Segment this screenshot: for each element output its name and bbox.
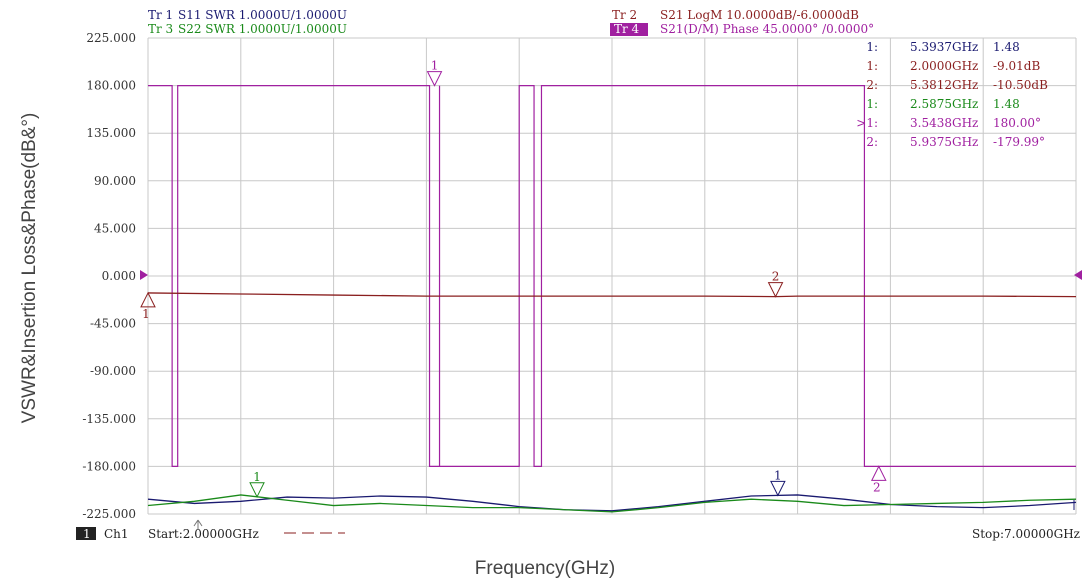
marker-table: 1: 5.3937GHz 1.48 1: 2.0000GHz -9.01dB 2: 5.381… xyxy=(856,40,1048,149)
ref-level-right-arrow xyxy=(1074,270,1082,280)
y-tick-label: -225.000 xyxy=(82,507,136,521)
y-tick-label: -135.000 xyxy=(82,412,136,426)
marker-table-id: 2: xyxy=(866,135,878,149)
marker-table-value: -179.99° xyxy=(993,135,1045,149)
y-axis-title: VSWR&Insertion Loss&Phase(dB&°) xyxy=(19,113,40,424)
y-tick-label: 180.000 xyxy=(86,79,136,93)
y-tick-label: -45.000 xyxy=(90,317,136,331)
tr3-desc: S22 SWR 1.0000U/1.0000U xyxy=(178,22,347,36)
tr4-desc: S21(D/M) Phase 45.0000° /0.0000° xyxy=(660,22,874,36)
trace-tr3 xyxy=(147,494,1077,513)
marker-triangle xyxy=(249,482,265,498)
marker-table-value: 1.48 xyxy=(993,97,1020,111)
tr1-desc: S11 SWR 1.0000U/1.0000U xyxy=(178,8,347,22)
tr1-id: Tr 1 xyxy=(148,8,173,22)
marker-table-id: >1: xyxy=(856,116,878,130)
y-tick-label: -90.000 xyxy=(90,364,136,378)
marker-table-frequency: 2.5875GHz xyxy=(910,97,978,111)
trace-tr1 xyxy=(147,494,1077,512)
marker-triangle xyxy=(140,291,156,308)
start-frequency: Start:2.00000GHz xyxy=(148,527,259,541)
ref-level-left-arrow xyxy=(140,270,148,280)
marker-table-value: 1.48 xyxy=(993,40,1020,54)
marker-table-frequency: 5.3937GHz xyxy=(910,40,978,54)
marker-triangle xyxy=(870,465,887,481)
start-cursor-arrow xyxy=(193,519,203,530)
tr2-id: Tr 2 xyxy=(612,8,637,22)
marker-label: 2 xyxy=(873,480,881,494)
marker-triangle xyxy=(426,71,443,87)
x-axis-title: Frequency(GHz) xyxy=(475,558,615,579)
marker-table-id: 1: xyxy=(866,97,878,111)
marker-table-value: -10.50dB xyxy=(993,78,1048,92)
tr4-id: Tr 4 xyxy=(614,22,640,36)
marker-label: 1 xyxy=(431,59,439,73)
y-tick-label: -180.000 xyxy=(82,459,136,473)
channel-label: Ch1 xyxy=(104,527,129,541)
marker-label: 1 xyxy=(142,307,150,321)
channel-badge xyxy=(76,527,96,540)
y-tick-label: 90.000 xyxy=(94,174,136,188)
channel-badge-label: 1 xyxy=(83,527,91,541)
tr4-active-badge xyxy=(610,23,648,36)
y-tick-label: 225.000 xyxy=(86,31,136,45)
marker-table-value: -9.01dB xyxy=(993,59,1040,73)
traces xyxy=(147,84,1077,513)
marker-triangle xyxy=(767,282,784,298)
marker-label: 2 xyxy=(772,270,780,284)
marker-label: 1 xyxy=(253,470,261,484)
y-axis-ticks: 225.000 180.000 135.000 90.000 45.000 0.000 -4… xyxy=(82,31,136,521)
y-tick-label: 45.000 xyxy=(94,221,136,235)
marker-table-frequency: 3.5438GHz xyxy=(910,116,978,130)
markers: 1 2 1 2 1 1 xyxy=(140,59,887,498)
marker-table-id: 2: xyxy=(866,78,878,92)
marker-table-value: 180.00° xyxy=(993,116,1041,130)
marker-table-frequency: 5.3812GHz xyxy=(910,78,978,92)
marker-table-id: 1: xyxy=(866,59,878,73)
marker-table-id: 1: xyxy=(866,40,878,54)
marker-triangle xyxy=(770,480,786,497)
trace-tr2 xyxy=(147,292,1077,298)
trace-legend: Tr 1 S11 SWR 1.0000U/1.0000U Tr 3 S22 SW… xyxy=(148,8,874,36)
marker-table-frequency: 5.9375GHz xyxy=(910,135,978,149)
stop-frequency: Stop:7.00000GHz xyxy=(972,527,1080,541)
marker-label: 1 xyxy=(774,468,782,482)
marker-table-frequency: 2.0000GHz xyxy=(910,59,978,73)
y-tick-label: 0.000 xyxy=(102,269,136,283)
y-tick-label: 135.000 xyxy=(86,126,136,140)
trace-tr4-phase xyxy=(148,84,1077,468)
status-footer: 1 Ch1 Start:2.00000GHz Stop:7.00000GHz xyxy=(76,500,1080,541)
tr3-id: Tr 3 xyxy=(148,22,173,36)
tr2-desc: S21 LogM 10.0000dB/-6.0000dB xyxy=(660,8,859,22)
